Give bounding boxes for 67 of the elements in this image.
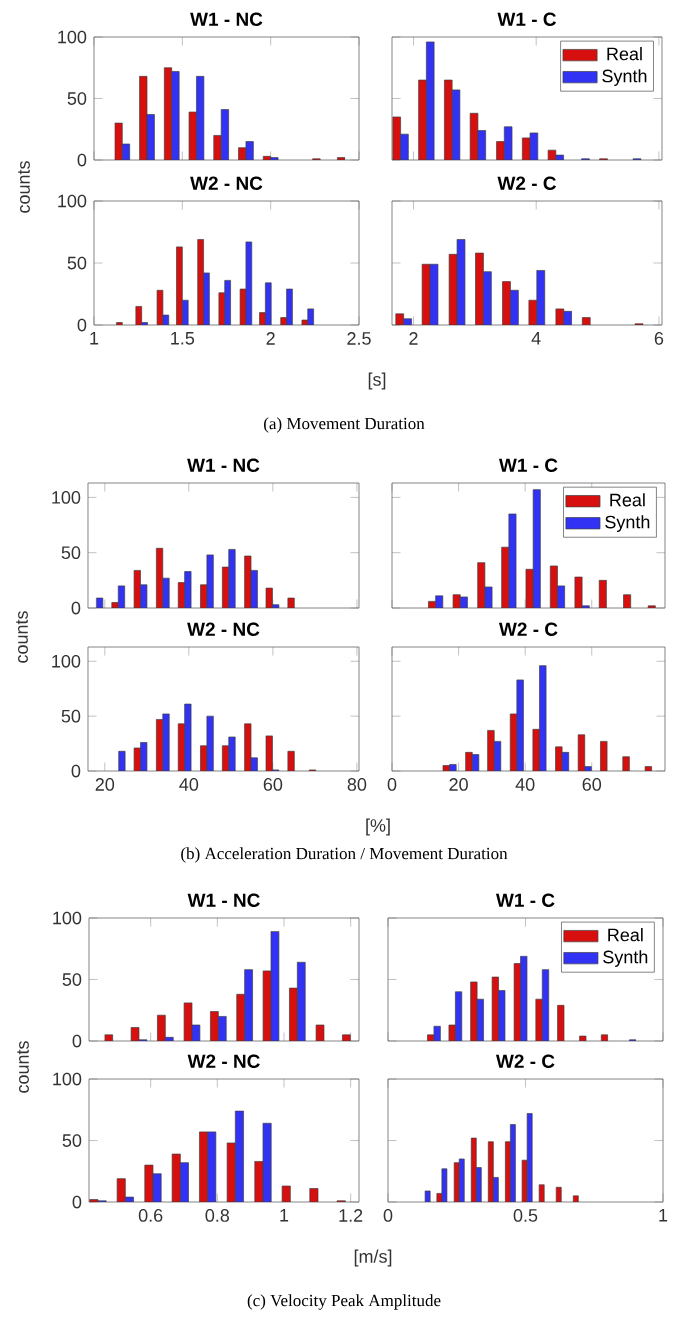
text: (a) Movement Duration: [264, 417, 425, 433]
chart-title: W1 - C: [497, 12, 557, 26]
x-tick-label: 2: [266, 332, 275, 345]
x-tick-label: 0.5: [513, 1209, 538, 1222]
x-tick-label: 40: [515, 778, 535, 791]
x-tick-label: 1.2: [339, 1209, 363, 1222]
y-tick-label: 0: [72, 1034, 82, 1048]
chart-title: W1 - NC: [190, 12, 263, 26]
x-tick-label: 1: [90, 332, 99, 345]
text: (c) Velocity Peak Amplitude: [247, 1294, 441, 1310]
legend-label: Real: [610, 493, 645, 507]
x-tick-label: 4: [531, 332, 541, 345]
x-tick-label: 60: [582, 778, 602, 791]
chart-title: W1 - C: [495, 893, 555, 907]
y-tick-label: 50: [62, 1134, 82, 1147]
y-tick-label: 0: [77, 318, 87, 332]
y-tick-label: 100: [58, 194, 87, 208]
y-axis-title: counts: [18, 161, 30, 213]
y-tick-label: 50: [62, 973, 82, 986]
x-tick-label: 1.5: [171, 332, 195, 345]
y-tick-label: 100: [52, 491, 81, 504]
y-tick-label: 100: [52, 654, 81, 668]
legend-label: Synth: [605, 515, 650, 532]
chart-title: W2 - C: [498, 622, 558, 636]
x-tick-label: 2: [409, 332, 418, 345]
y-axis-title: counts: [16, 611, 28, 663]
y-tick-label: 0: [71, 601, 81, 615]
chart-title: W2 - C: [495, 1054, 555, 1068]
x-tick-label: 6: [654, 332, 664, 345]
x-tick-label: 0.8: [205, 1209, 230, 1222]
y-tick-label: 100: [58, 30, 87, 44]
chart-title: W2 - C: [497, 176, 557, 190]
x-tick-label: 1: [659, 1209, 668, 1222]
y-tick-label: 100: [53, 1072, 82, 1086]
y-tick-label: 50: [61, 546, 81, 560]
x-tick-label: 0: [383, 1209, 393, 1222]
y-tick-label: 0: [72, 1195, 82, 1209]
y-tick-label: 50: [67, 256, 87, 270]
y-tick-label: 50: [67, 92, 87, 105]
y-axis-title: counts: [17, 1041, 29, 1093]
y-tick-label: 100: [53, 911, 82, 925]
chart-title: W1 - NC: [187, 893, 260, 907]
x-tick-label: 0: [387, 778, 397, 791]
x-tick-label: 2.5: [347, 332, 371, 345]
y-tick-label: 50: [61, 709, 81, 723]
legend-label: Synth: [603, 950, 648, 967]
x-tick-label: 80: [347, 778, 367, 791]
chart-title: W1 - C: [498, 458, 558, 472]
legend-label: Real: [608, 928, 643, 942]
chart-title: W2 - NC: [190, 176, 263, 190]
x-axis-title: [s]: [368, 372, 386, 390]
y-tick-label: 0: [77, 153, 87, 167]
x-axis-title: [%]: [366, 818, 390, 836]
y-tick-label: 0: [71, 764, 81, 778]
text: (b) Acceleration Duration / Movement Duration: [181, 847, 508, 863]
chart-title: W2 - NC: [187, 622, 260, 636]
chart-title: W1 - NC: [187, 458, 260, 472]
x-tick-label: 60: [263, 778, 283, 791]
x-tick-label: 40: [179, 778, 199, 791]
x-tick-label: 0.6: [138, 1209, 163, 1222]
chart-title: W2 - NC: [187, 1054, 260, 1068]
x-tick-label: 20: [449, 778, 468, 791]
x-axis-title: [m/s]: [354, 1249, 392, 1267]
x-tick-label: 20: [95, 778, 115, 791]
legend-label: Synth: [602, 69, 647, 86]
legend-label: Real: [607, 47, 642, 61]
x-tick-label: 1: [280, 1209, 289, 1222]
